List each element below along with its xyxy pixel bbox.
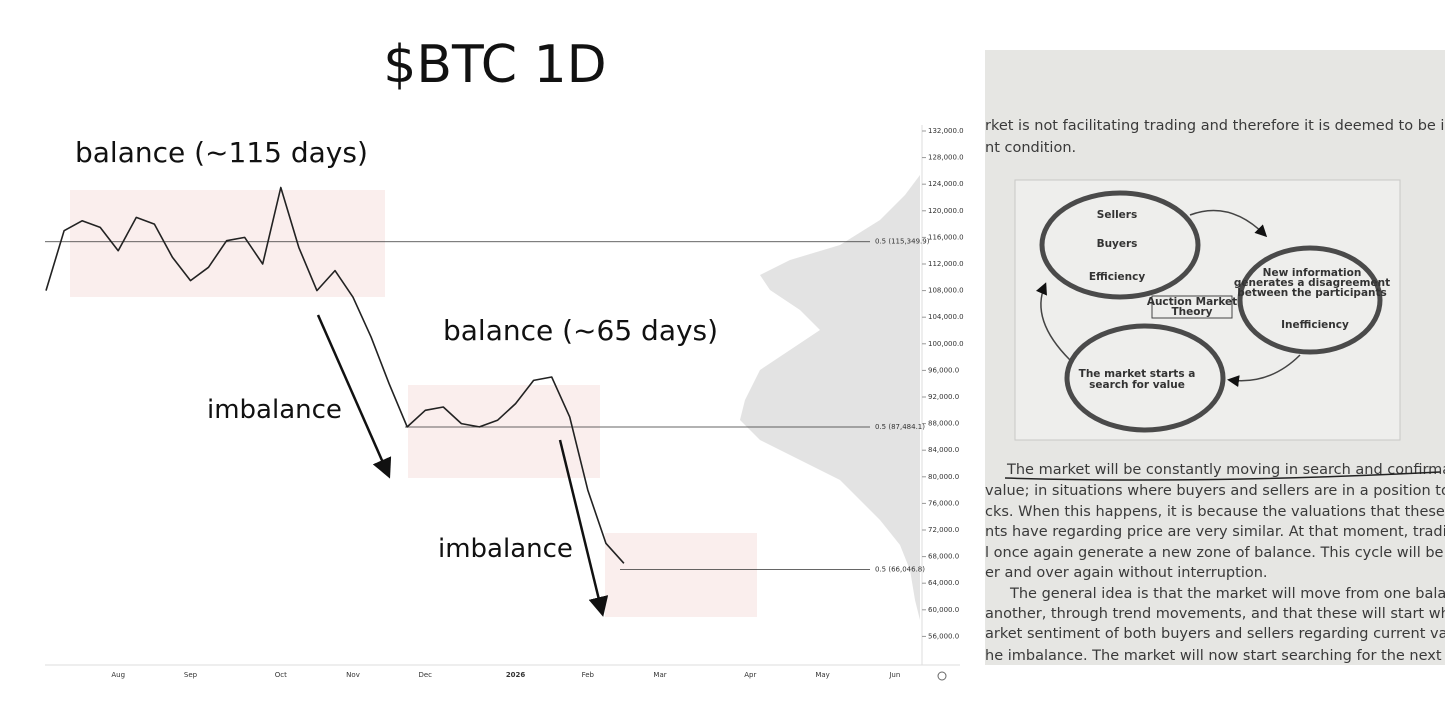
cycle-circle (1039, 190, 1201, 300)
page-text: nts have regarding price are very simila… (985, 524, 1456, 540)
cycle-circle (1237, 245, 1383, 355)
y-tick-label: 60,000.0 (928, 606, 959, 614)
book-photo: rket is not facilitating trading and the… (985, 50, 1456, 665)
y-tick-label: 116,000.0 (928, 233, 964, 241)
page-text: he imbalance. The market will now start … (985, 648, 1456, 664)
arrow (558, 439, 609, 617)
level-label: 0.5 (66,046.8) (875, 566, 925, 574)
diagram-label: Buyers (1097, 238, 1138, 250)
level-label: 0.5 (87,484.1) (875, 423, 925, 431)
annotation: imbalance (207, 395, 342, 425)
cycle-arrow (1227, 354, 1301, 388)
arrow (316, 314, 392, 479)
y-tick-label: 124,000.0 (928, 180, 964, 188)
y-tick-label: 88,000.0 (928, 420, 959, 428)
diagram-label: Efficiency (1089, 271, 1146, 283)
diagram-box (1014, 179, 1401, 441)
x-tick-label: Nov (346, 671, 360, 679)
chart: $BTC 1D balance (~115 days) balance (~65… (45, 35, 964, 681)
cycle-arrow (1035, 282, 1071, 361)
diagram-label: search for value (1089, 379, 1185, 391)
diagram-label: Theory (1172, 306, 1213, 318)
page-text: l once again generate a new zone of bala… (985, 545, 1456, 561)
level-label: 0.5 (115,349.9) (875, 238, 930, 246)
page-text: cks. When this happens, it is because th… (985, 504, 1456, 520)
page-text: arket sentiment of both buyers and selle… (985, 626, 1456, 642)
volume-profile (740, 175, 920, 620)
y-tick-label: 112,000.0 (928, 260, 964, 268)
y-tick-label: 72,000.0 (928, 526, 959, 534)
cycle-arrow (1189, 209, 1268, 238)
balance-zone (605, 533, 757, 617)
y-tick-label: 108,000.0 (928, 287, 964, 295)
y-tick-label: 100,000.0 (928, 340, 964, 348)
y-tick-label: 76,000.0 (928, 499, 959, 507)
x-tick-label: Jun (888, 671, 900, 679)
diagram-label: Inefficiency (1281, 319, 1349, 331)
diagram-label: The market starts a (1079, 368, 1196, 380)
page-text: value; in situations where buyers and se… (985, 483, 1456, 499)
settings-icon (937, 671, 947, 681)
page-text: The general idea is that the market will… (1009, 586, 1456, 602)
balance-zone (70, 190, 385, 297)
diagram-label: Sellers (1097, 209, 1137, 221)
y-tick-label: 96,000.0 (928, 366, 959, 374)
diagram-label: Auction Market (1147, 296, 1237, 308)
page-text: rket is not facilitating trading and the… (985, 118, 1456, 134)
x-tick-label: Apr (744, 671, 756, 679)
diagram-label: New information (1263, 267, 1362, 279)
y-tick-label: 68,000.0 (928, 553, 959, 561)
page-text: nt condition. (985, 140, 1076, 156)
y-tick-label: 92,000.0 (928, 393, 959, 401)
x-tick-label: Sep (184, 671, 198, 679)
annotation: balance (~65 days) (443, 314, 718, 347)
x-tick-label: Aug (111, 671, 125, 679)
page-text: The market will be constantly moving in … (1006, 462, 1456, 478)
annotation: balance (~115 days) (75, 136, 368, 169)
x-tick-label: Mar (653, 671, 666, 679)
y-tick-label: 120,000.0 (928, 207, 964, 215)
x-tick-label: Oct (275, 671, 287, 679)
x-tick-label: 2026 (506, 671, 526, 679)
y-tick-label: 56,000.0 (928, 632, 959, 640)
y-tick-label: 128,000.0 (928, 154, 964, 162)
diagram-label: between the participants (1237, 287, 1387, 299)
price-line (45, 186, 625, 564)
annotation: imbalance (438, 534, 573, 564)
cycle-circle (1064, 323, 1226, 433)
y-tick-label: 64,000.0 (928, 579, 959, 587)
y-tick-label: 104,000.0 (928, 313, 964, 321)
diagram-center-box (1151, 295, 1233, 319)
plot: 56,000.0 60,000.0 64,000.0 68,000.0 72,000.0… (45, 127, 964, 679)
x-tick-label: Feb (582, 671, 595, 679)
diagram-label: generates a disagreement (1234, 277, 1390, 289)
chart-title: $BTC 1D (383, 35, 606, 95)
page-text: another, through trend movements, and th… (985, 606, 1456, 622)
x-tick-label: Dec (418, 671, 432, 679)
underline (1004, 471, 1441, 481)
y-tick-label: 132,000.0 (928, 127, 964, 135)
balance-zone (408, 385, 600, 478)
x-tick-label: May (815, 671, 829, 679)
y-tick-label: 80,000.0 (928, 473, 959, 481)
y-tick-label: 84,000.0 (928, 446, 959, 454)
page-text: er and over again without interruption. (985, 565, 1268, 581)
